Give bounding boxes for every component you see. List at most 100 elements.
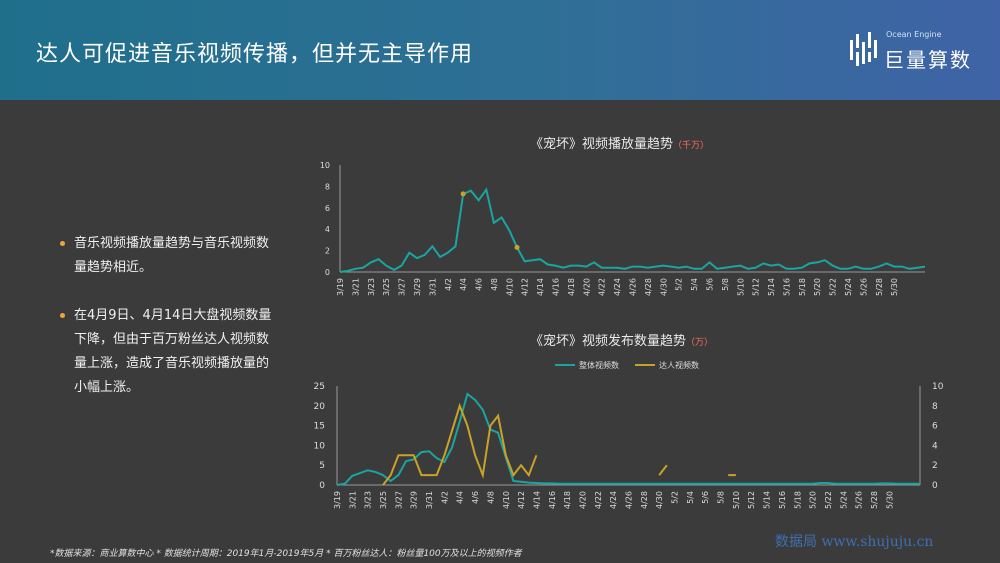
chart2-unit: （万）: [686, 338, 714, 348]
x-tick-label: 4/26: [625, 491, 634, 509]
x-tick-label: 4/8: [486, 491, 495, 504]
y-tick-label: 10: [320, 161, 330, 170]
x-tick-label: 4/2: [440, 491, 449, 504]
x-tick-label: 4/18: [567, 278, 576, 296]
x-tick-label: 4/28: [640, 491, 649, 509]
x-tick-label: 4/24: [613, 278, 622, 296]
x-tick-label: 5/4: [690, 278, 699, 291]
x-tick-label: 4/12: [517, 491, 526, 509]
x-tick-label: 5/24: [839, 491, 848, 509]
x-tick-label: 5/18: [793, 491, 802, 509]
chart1-title: 《宠坏》视频播放量趋势（千万）: [530, 133, 709, 152]
x-tick-label: 4/6: [471, 491, 480, 504]
chart1-title-text: 《宠坏》视频播放量趋势: [530, 137, 674, 152]
y2-tick-label: 6: [932, 422, 938, 432]
x-tick-label: 4/28: [644, 278, 653, 296]
legend-label: 达人视频数: [659, 360, 699, 370]
x-tick-label: 3/27: [398, 278, 407, 296]
x-tick-label: 4/22: [598, 278, 607, 296]
chart1-unit: （千万）: [673, 141, 710, 151]
y-tick-label: 10: [314, 441, 326, 451]
y2-tick-label: 8: [932, 402, 938, 412]
bullet-text: 音乐视频播放量趋势与音乐视频数量趋势相近。: [74, 236, 270, 275]
x-tick-label: 5/12: [752, 278, 761, 296]
bullet-dot-icon: [60, 241, 65, 246]
logo-bars-icon: [850, 32, 877, 66]
x-tick-label: 5/28: [875, 278, 884, 296]
x-tick-label: 5/2: [675, 278, 684, 291]
x-tick-label: 4/30: [655, 491, 664, 509]
x-tick-label: 3/25: [382, 278, 391, 296]
x-tick-label: 5/16: [778, 491, 787, 509]
x-tick-label: 5/8: [721, 278, 730, 291]
logo-text: 巨量算数: [884, 48, 972, 72]
x-tick-label: 5/10: [732, 491, 741, 509]
series-segment-creators: [658, 464, 668, 476]
x-tick-label: 5/22: [829, 278, 838, 296]
x-tick-label: 3/23: [367, 278, 376, 296]
x-tick-label: 4/2: [444, 278, 453, 291]
x-tick-label: 5/20: [813, 278, 822, 296]
x-tick-label: 5/18: [798, 278, 807, 296]
x-tick-label: 5/28: [870, 491, 879, 509]
y2-tick-label: 0: [932, 481, 938, 491]
bullet-text: 在4月9日、4月14日大盘视频数量下降，但由于百万粉丝达人视频数量上涨，造成了音…: [74, 308, 272, 395]
bullet-list: 音乐视频播放量趋势与音乐视频数量趋势相近。 在4月9日、4月14日大盘视频数量下…: [60, 232, 275, 424]
x-tick-label: 3/31: [428, 278, 437, 296]
y-tick-label: 4: [325, 225, 330, 234]
x-tick-label: 5/26: [859, 278, 868, 296]
x-tick-label: 4/16: [552, 278, 561, 296]
x-tick-label: 4/24: [609, 491, 618, 509]
chart2-title: 《宠坏》视频发布数量趋势（万）: [530, 330, 713, 349]
x-tick-label: 5/14: [763, 491, 772, 509]
x-tick-label: 5/30: [885, 491, 894, 509]
x-tick-label: 4/12: [521, 278, 530, 296]
y2-tick-label: 4: [932, 441, 938, 451]
x-tick-label: 4/10: [505, 278, 514, 296]
x-tick-label: 4/20: [582, 278, 591, 296]
x-tick-label: 5/6: [701, 491, 710, 504]
header-bar: 达人可促进音乐视频传播，但并无主导作用 Ocean Engine 巨量算数: [0, 0, 1000, 100]
footnote: *数据来源：商业算数中心 * 数据统计周期：2019年1月-2019年5月 * …: [50, 549, 522, 559]
y-tick-label: 0: [319, 481, 325, 491]
x-tick-label: 4/14: [536, 278, 545, 296]
x-tick-label: 5/8: [717, 491, 726, 504]
x-tick-label: 4/4: [459, 278, 468, 291]
x-tick-label: 5/26: [855, 491, 864, 509]
logo-subtitle: Ocean Engine: [886, 30, 942, 39]
x-tick-label: 5/30: [890, 278, 899, 296]
x-tick-label: 5/24: [844, 278, 853, 296]
x-tick-label: 4/8: [490, 278, 499, 291]
x-tick-label: 5/10: [736, 278, 745, 296]
x-tick-label: 3/27: [394, 491, 403, 509]
x-tick-label: 4/14: [532, 491, 541, 509]
x-tick-label: 4/16: [548, 491, 557, 509]
bullet-dot-icon: [60, 313, 65, 318]
x-tick-label: 3/31: [425, 491, 434, 509]
x-tick-label: 4/10: [502, 491, 511, 509]
legend-label: 整体视频数: [579, 360, 619, 370]
y2-tick-label: 10: [932, 382, 944, 392]
x-tick-label: 3/25: [379, 491, 388, 509]
data-marker: [514, 244, 520, 250]
y-tick-label: 2: [325, 247, 330, 256]
watermark: 数据局 www.shujuju.cn: [775, 534, 934, 550]
y-tick-label: 25: [314, 382, 325, 392]
y-tick-label: 20: [314, 402, 326, 412]
x-tick-label: 4/30: [659, 278, 668, 296]
page-title: 达人可促进音乐视频传播，但并无主导作用: [36, 42, 474, 67]
y2-tick-label: 2: [932, 461, 938, 471]
x-tick-label: 3/29: [413, 278, 422, 296]
bullet-item: 在4月9日、4月14日大盘视频数量下降，但由于百万粉丝达人视频数量上涨，造成了音…: [60, 304, 275, 400]
x-tick-label: 4/18: [563, 491, 572, 509]
x-tick-label: 3/19: [333, 491, 342, 509]
x-tick-label: 4/4: [456, 491, 465, 504]
x-tick-label: 5/12: [747, 491, 756, 509]
y-tick-label: 0: [325, 268, 330, 277]
x-tick-label: 3/29: [410, 491, 419, 509]
data-marker: [460, 191, 466, 197]
y-tick-label: 5: [319, 461, 325, 471]
bullet-item: 音乐视频播放量趋势与音乐视频数量趋势相近。: [60, 232, 275, 280]
brand-logo: Ocean Engine 巨量算数: [848, 30, 988, 72]
x-tick-label: 3/21: [348, 491, 357, 509]
